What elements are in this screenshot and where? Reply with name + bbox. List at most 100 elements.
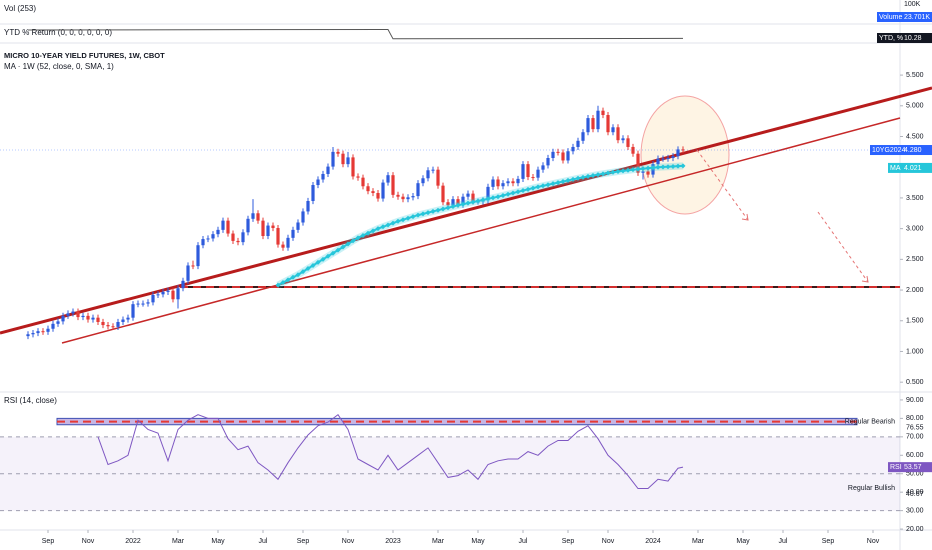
ma-diamond [335, 247, 341, 253]
ma-diamond [365, 230, 371, 236]
candle-body [426, 170, 430, 179]
last-price-name: 10YG2024 [872, 147, 906, 154]
y-tick-label: 2.500 [906, 256, 924, 263]
candle-body [361, 177, 365, 187]
last-price-value: 4.280 [904, 147, 922, 154]
ma-diamond [470, 199, 476, 205]
ma-diamond [380, 224, 386, 230]
candle-body [41, 331, 45, 333]
last-price-box [870, 145, 932, 156]
ma-diamond [645, 165, 651, 171]
candle-body [446, 202, 450, 206]
ma-diamond [675, 163, 681, 169]
x-tick-label: Nov [82, 538, 95, 545]
candle-body [586, 118, 590, 133]
candle-body [521, 164, 525, 179]
ma-diamond [535, 184, 541, 190]
candle-body [86, 315, 90, 320]
candle-body [351, 157, 355, 177]
candle-body [341, 153, 345, 165]
candle-body [441, 185, 445, 203]
candle-body [236, 240, 240, 243]
candle-body [676, 149, 680, 157]
ma-diamond [575, 175, 581, 181]
candle-body [161, 291, 165, 295]
candle-body [411, 196, 415, 198]
ma-diamond [390, 220, 396, 226]
ma-diamond [360, 233, 366, 239]
ytd-name: YTD, % [879, 35, 903, 42]
candle-body [456, 199, 460, 205]
x-tick-label: Sep [297, 538, 310, 545]
rsi-value: 53.57 [904, 464, 922, 471]
ma-diamond [650, 165, 656, 171]
candle-body [271, 225, 275, 229]
y-tick-label: 5.000 [906, 103, 924, 110]
x-tick-label: May [211, 538, 225, 545]
arrow-head [861, 275, 869, 283]
ma-diamond [455, 202, 461, 208]
volume-name: Volume [879, 14, 902, 21]
ma-diamond [620, 168, 626, 174]
ma-diamond [640, 166, 646, 172]
ma-diamond [460, 201, 466, 207]
ma-diamond [430, 208, 436, 214]
candle-body [626, 138, 630, 147]
ma-diamond [420, 211, 426, 217]
candle-body [431, 169, 435, 171]
candle-body [91, 317, 95, 320]
ma-diamond [495, 194, 501, 200]
ma-diamond [655, 164, 661, 170]
candle-body [516, 178, 520, 184]
rsi-tick-label: 40.00 [906, 489, 924, 496]
ma-diamond [440, 206, 446, 212]
candle-body [391, 175, 395, 195]
ma-diamond [435, 207, 441, 213]
candle-body [251, 213, 255, 219]
candle-body [461, 196, 465, 205]
candle-body [301, 211, 305, 223]
candle-body [646, 171, 650, 175]
candle-body [241, 232, 245, 243]
y-tick-label: 0.500 [906, 379, 924, 386]
candle-body [316, 179, 320, 186]
candle-body [246, 218, 250, 233]
candle-body [31, 333, 35, 335]
ma-diamond [515, 189, 521, 195]
ma-diamond [465, 200, 471, 206]
candle-body [171, 290, 175, 300]
candle-body [326, 166, 330, 174]
candle-body [666, 158, 670, 160]
candle-body [146, 302, 150, 304]
candle-body [221, 220, 225, 230]
candle-body [151, 294, 155, 303]
x-tick-label: May [736, 538, 750, 545]
candle-body [181, 280, 185, 289]
x-tick-label: Sep [42, 538, 55, 545]
candle-body [56, 321, 60, 324]
ma-diamond [305, 266, 311, 272]
candle-body [46, 328, 50, 332]
y-tick-label: 2.000 [906, 287, 924, 294]
ma-diamond [395, 218, 401, 224]
ma-diamond [340, 244, 346, 250]
rsi-tick-label: 20.00 [906, 526, 924, 533]
ma-diamond [315, 259, 321, 265]
ma-diamond [320, 256, 326, 262]
candle-body [436, 169, 440, 186]
volume-value: 23.701K [904, 14, 930, 21]
candle-body [51, 323, 55, 329]
candle-body [26, 334, 30, 337]
rsi-name: RSI [890, 464, 902, 471]
candle-body [381, 182, 385, 199]
ma-diamond [485, 196, 491, 202]
ma-diamond [570, 176, 576, 182]
ma-diamond [425, 210, 431, 216]
chart-title: MICRO 10-YEAR YIELD FUTURES, 1W, CBOT [4, 51, 165, 60]
candle-body [566, 151, 570, 161]
ma-diamond [665, 164, 671, 170]
ma-diamond [310, 262, 316, 268]
candle-body [396, 194, 400, 197]
